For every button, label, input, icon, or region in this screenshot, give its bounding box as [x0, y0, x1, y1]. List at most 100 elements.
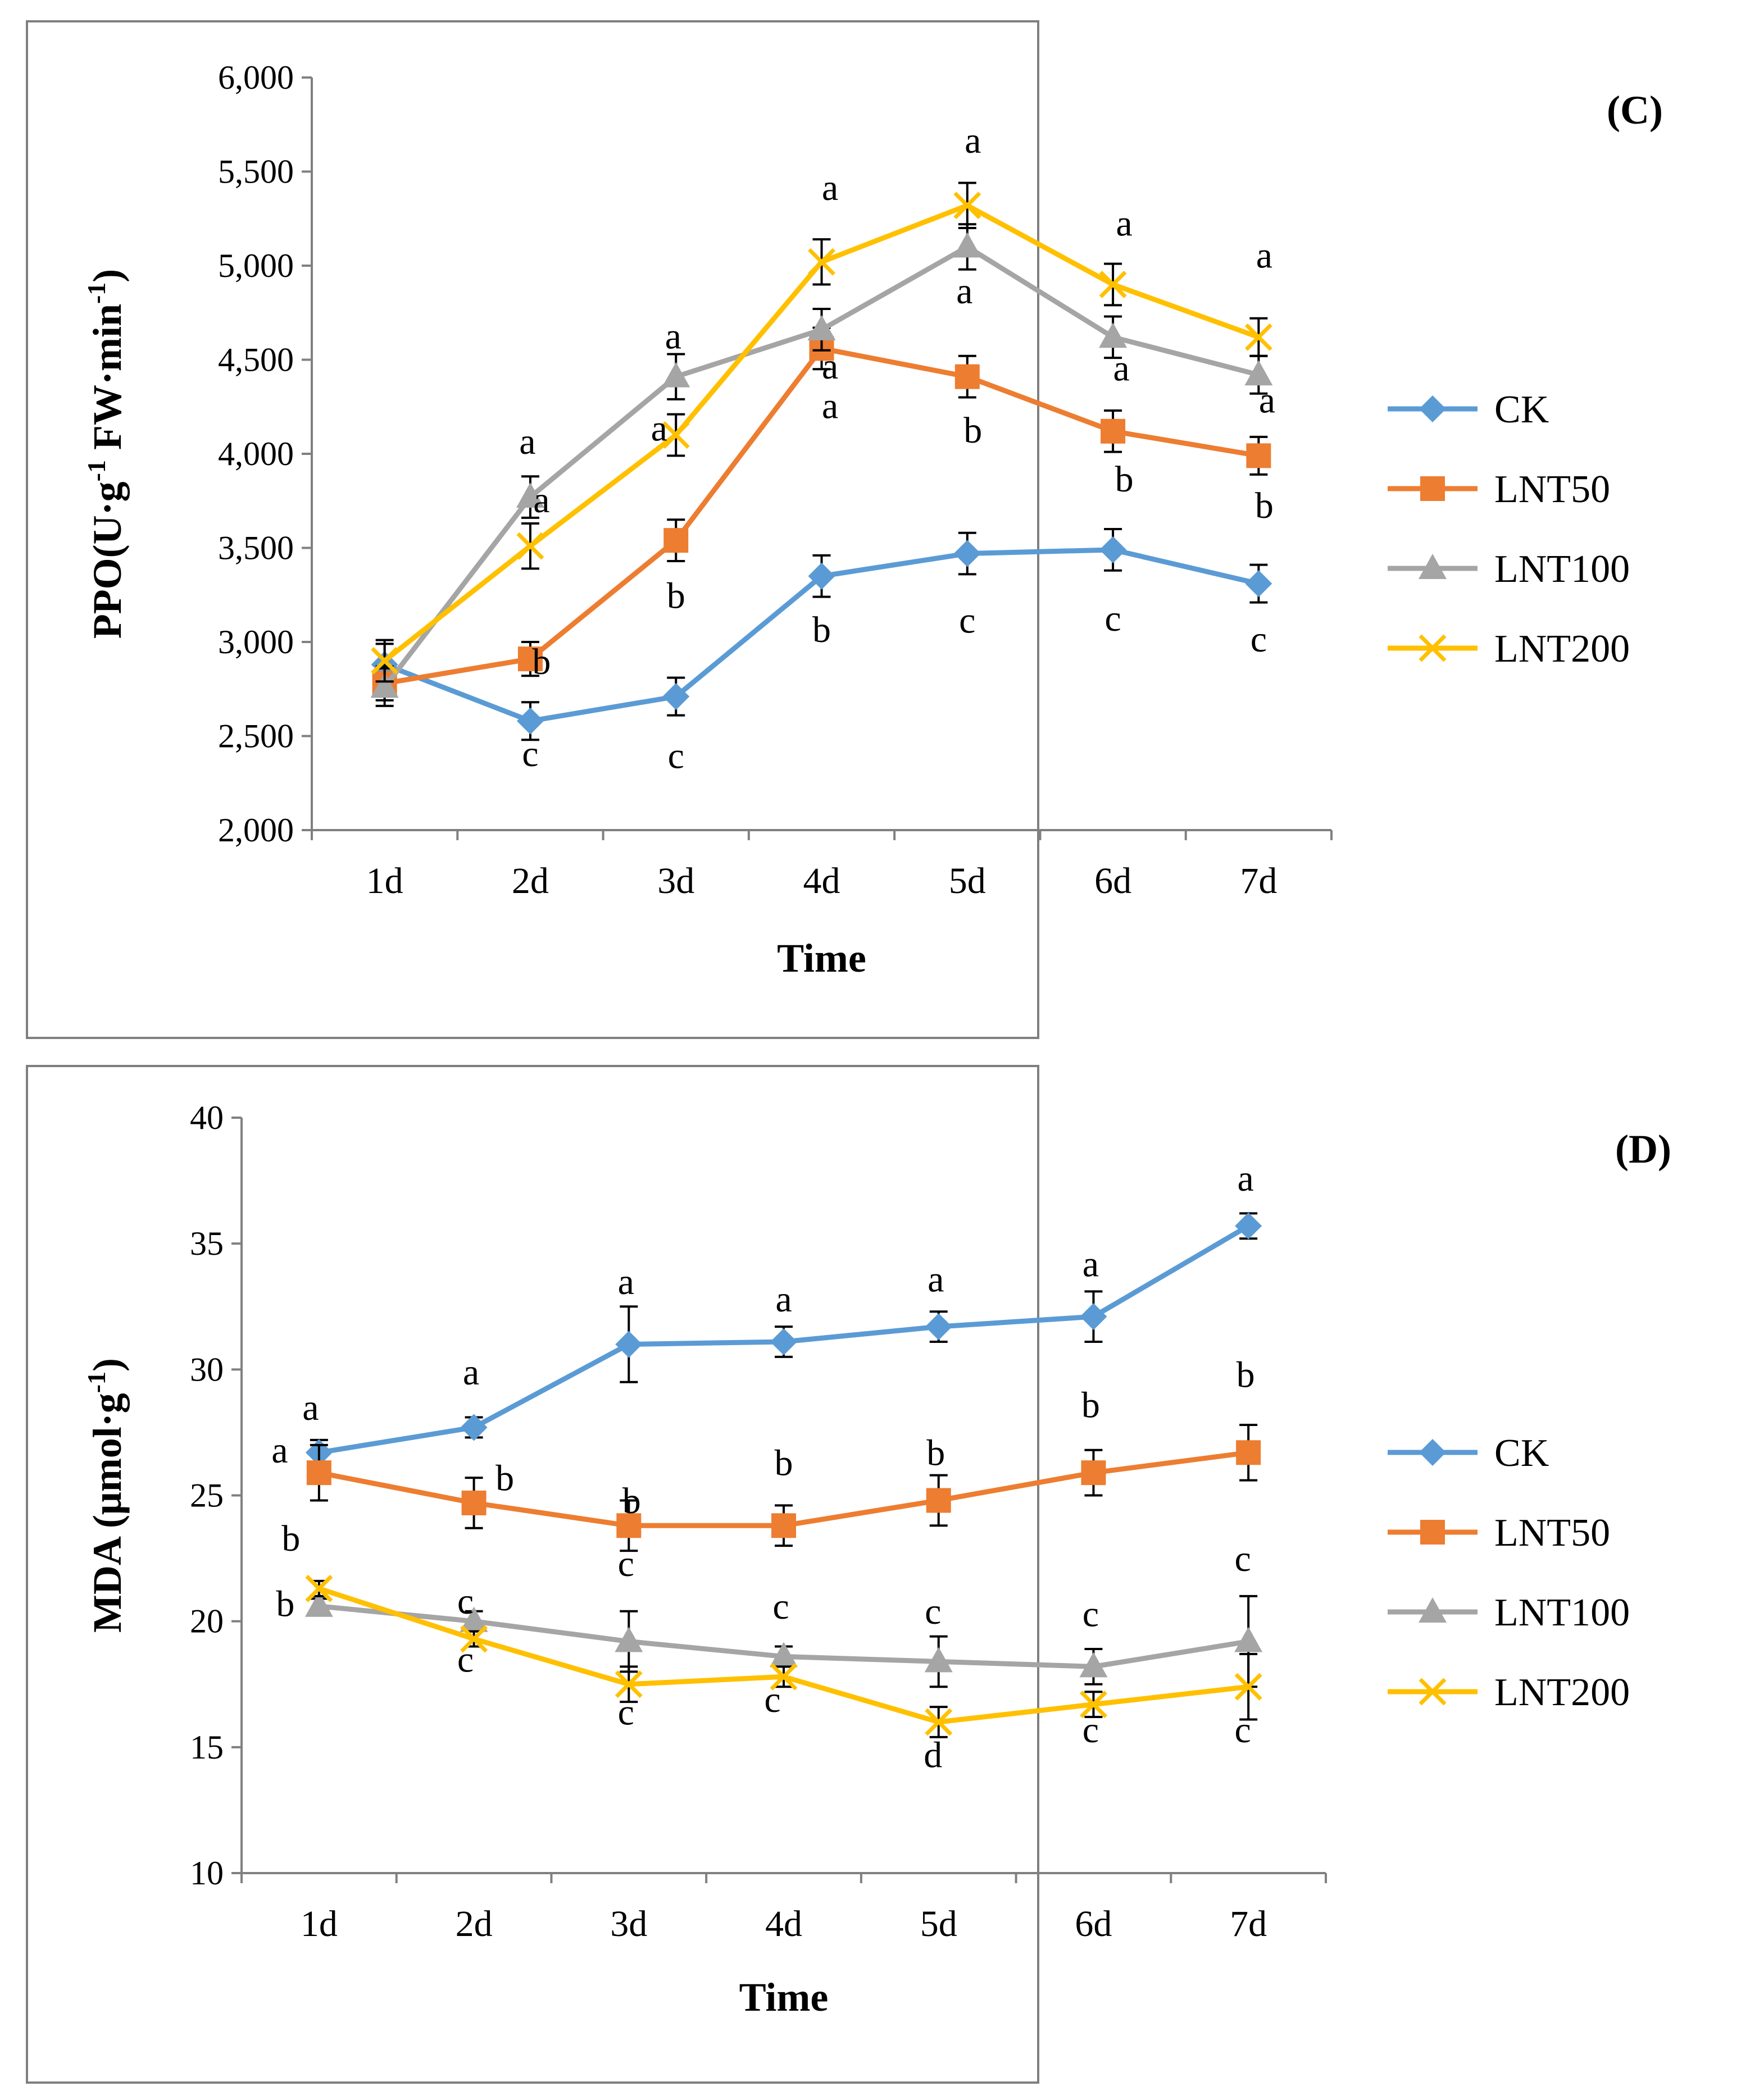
legend-label: CK: [1494, 388, 1549, 431]
data-point: [807, 315, 836, 340]
data-point: [460, 1414, 488, 1441]
significance-letter: b: [926, 1433, 945, 1474]
legend-swatch-marker: [1419, 554, 1447, 579]
significance-letter: c: [1083, 1710, 1099, 1751]
x-tick-label: 3d: [657, 860, 694, 901]
significance-letter: a: [302, 1387, 319, 1428]
y-tick-label: 2,000: [218, 812, 294, 849]
significance-letter: b: [812, 609, 831, 650]
significance-letter: b: [1081, 1385, 1100, 1426]
significance-letter: c: [457, 1639, 474, 1680]
data-point: [770, 1662, 798, 1691]
x-tick-label: 7d: [1230, 1903, 1267, 1944]
legend-item-lnt50: LNT50: [1388, 1511, 1610, 1555]
data-point: [516, 482, 544, 508]
legend-label: LNT200: [1494, 627, 1630, 671]
data-point: [1234, 1673, 1262, 1701]
data-point: [615, 1627, 643, 1652]
x-tick-label: 6d: [1094, 860, 1131, 901]
y-tick-label: 10: [190, 1855, 224, 1892]
data-point: [808, 248, 835, 276]
y-tick-label: 3,500: [218, 530, 294, 567]
significance-letter: b: [963, 410, 982, 451]
data-point: [663, 528, 689, 553]
y-tick-label: 3,000: [218, 623, 294, 660]
significance-letter: c: [1234, 1710, 1251, 1751]
data-point: [662, 683, 690, 710]
x-axis-title: Time: [739, 1975, 829, 2020]
data-point: [926, 1488, 951, 1513]
y-tick-label: 15: [190, 1729, 224, 1766]
data-point: [1099, 322, 1128, 348]
data-point: [770, 1642, 798, 1668]
significance-letter: a: [651, 408, 667, 449]
data-point: [953, 192, 981, 220]
data-point: [615, 1670, 643, 1698]
significance-letter: c: [618, 1543, 634, 1584]
x-tick-label: 2d: [512, 860, 549, 901]
x-tick-label: 3d: [610, 1903, 647, 1944]
legend-label: LNT50: [1494, 1511, 1610, 1555]
significance-letter: a: [775, 1279, 792, 1320]
legend-item-ck: CK: [1388, 1432, 1549, 1475]
legend-item-ck: CK: [1388, 388, 1549, 431]
chart-frame: [26, 20, 1039, 1039]
data-point: [516, 532, 544, 560]
x-tick-label: 4d: [803, 860, 840, 901]
x-tick-label: 2d: [456, 1903, 493, 1944]
significance-letter: c: [764, 1679, 780, 1720]
data-point: [616, 1513, 642, 1538]
y-axis-title: PPO(U·g-1 FW·min-1): [82, 269, 130, 639]
legend-label: LNT100: [1494, 548, 1630, 591]
significance-letter: a: [1083, 1243, 1099, 1284]
data-point: [662, 362, 690, 388]
significance-letter: a: [533, 480, 549, 521]
legend-swatch-marker: [1420, 1520, 1445, 1545]
legend-item-lnt100: LNT100: [1388, 548, 1630, 591]
y-tick-label: 6,000: [218, 59, 294, 96]
panel-mda: 10 15 20 25 30 35 40 1d 2d 3d 4d 5d 6d 7d Time MDA (μmo…: [26, 1065, 1671, 2084]
significance-letter: a: [463, 1352, 479, 1393]
legend-label: LNT100: [1494, 1591, 1630, 1634]
significance-letter: c: [1104, 598, 1121, 639]
data-point: [305, 1574, 333, 1602]
x-tick-label: 1d: [366, 860, 403, 901]
legend-item-lnt200: LNT200: [1388, 627, 1630, 671]
data-point: [1079, 1691, 1107, 1719]
legend-swatch-marker: [1419, 634, 1447, 662]
data-point: [1080, 1303, 1107, 1331]
data-point: [1246, 443, 1271, 468]
data-point: [1234, 1627, 1263, 1652]
significance-letter: c: [925, 1591, 941, 1632]
data-point: [925, 1708, 953, 1736]
data-point: [808, 562, 835, 590]
data-point: [1099, 536, 1127, 563]
data-point: [770, 1328, 797, 1356]
data-point: [370, 672, 399, 698]
series-lnt100: b ccc c cc: [276, 1538, 1263, 1688]
significance-letter: c: [457, 1581, 474, 1622]
significance-letter: a: [928, 1259, 944, 1300]
significance-letter: a: [965, 120, 981, 161]
significance-letter: b: [1115, 459, 1134, 500]
y-tick-label: 5,000: [218, 247, 294, 284]
legend-item-lnt200: LNT200: [1388, 1671, 1630, 1714]
data-point: [460, 1606, 488, 1632]
significance-letter: c: [1234, 1538, 1251, 1579]
y-tick-label: 35: [190, 1225, 224, 1262]
y-tick-label: 20: [190, 1603, 224, 1640]
significance-letter: a: [618, 1261, 634, 1302]
significance-letter: c: [1083, 1594, 1099, 1635]
significance-letter: c: [959, 600, 975, 641]
series-lnt200: bcc cdc c: [281, 1518, 1262, 1776]
significance-letter: b: [281, 1518, 300, 1559]
significance-letter: a: [1116, 203, 1132, 244]
legend-swatch-marker: [1419, 395, 1446, 422]
legend-swatch-marker: [1419, 1678, 1447, 1706]
x-tick-label: 1d: [301, 1903, 338, 1944]
significance-letter: c: [772, 1586, 789, 1627]
x-tick-label: 5d: [920, 1903, 957, 1944]
significance-letter: a: [956, 271, 972, 312]
x-tick-label: 5d: [949, 860, 986, 901]
significance-letter: d: [924, 1735, 942, 1776]
